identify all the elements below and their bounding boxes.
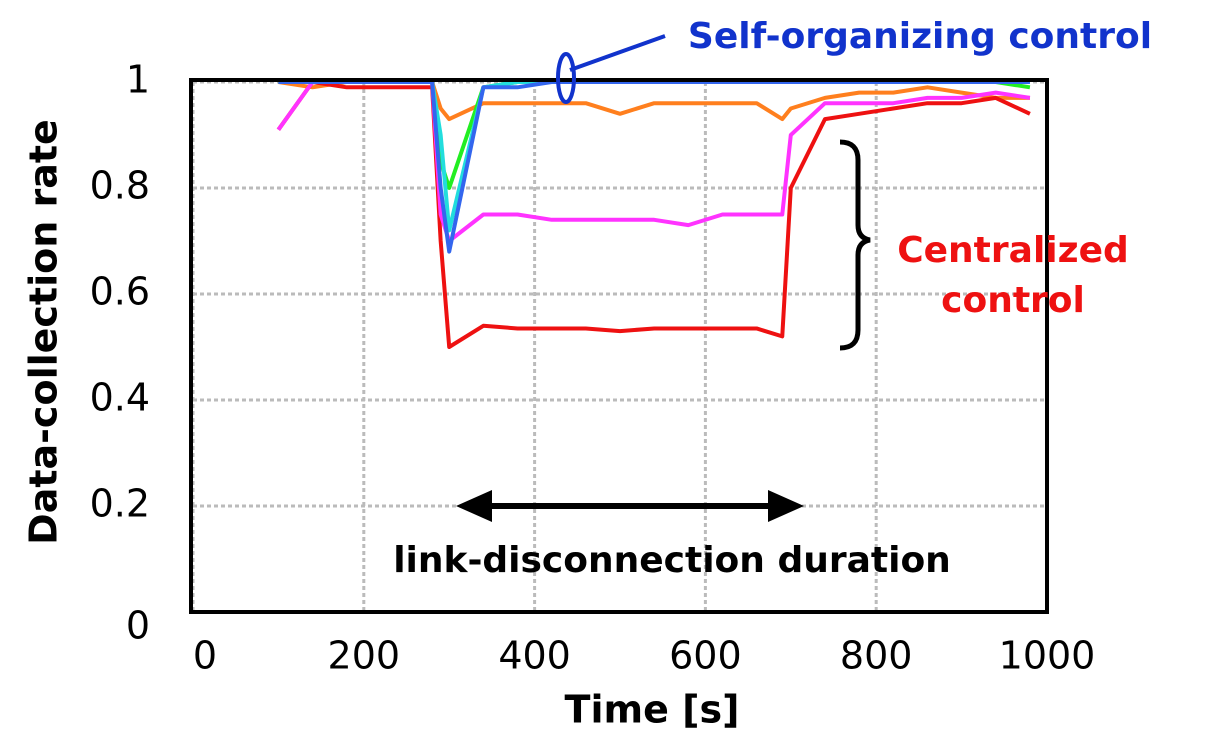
- y-tick-label: 0.8: [90, 164, 150, 208]
- y-tick-label: 0.4: [90, 376, 150, 420]
- arrow-head: [768, 490, 804, 522]
- x-axis-title: Time [s]: [565, 688, 740, 732]
- arrow-head: [456, 490, 492, 522]
- annotation-duration: link-disconnection duration: [393, 540, 951, 581]
- x-tick-label: 400: [498, 634, 571, 678]
- series-line: [278, 80, 1030, 254]
- x-tick-label: 600: [669, 634, 742, 678]
- y-tick-label: 0.6: [90, 270, 150, 314]
- annotation-centralized: Centralized: [897, 230, 1129, 271]
- y-tick-label: 0.2: [90, 482, 150, 526]
- annotation-pointer: [569, 34, 666, 72]
- plot-frame: [189, 78, 1049, 614]
- y-tick-label: 1: [126, 58, 150, 102]
- x-tick-label: 0: [193, 634, 217, 678]
- annotation-brace: [839, 139, 871, 351]
- series-group: [276, 80, 1031, 349]
- annotation-centralized: control: [941, 280, 1085, 321]
- x-tick-label: 200: [328, 634, 401, 678]
- annotation-self-organizing: Self-organizing control: [688, 16, 1152, 57]
- y-tick-label: 0: [126, 604, 150, 648]
- x-tick-label: 800: [840, 634, 913, 678]
- y-axis-title: Data-collection rate: [22, 119, 66, 545]
- annotation-ellipse: [556, 52, 576, 104]
- grid: [191, 80, 1049, 614]
- x-tick-label: 1000: [999, 634, 1096, 678]
- series-line: [276, 80, 1031, 349]
